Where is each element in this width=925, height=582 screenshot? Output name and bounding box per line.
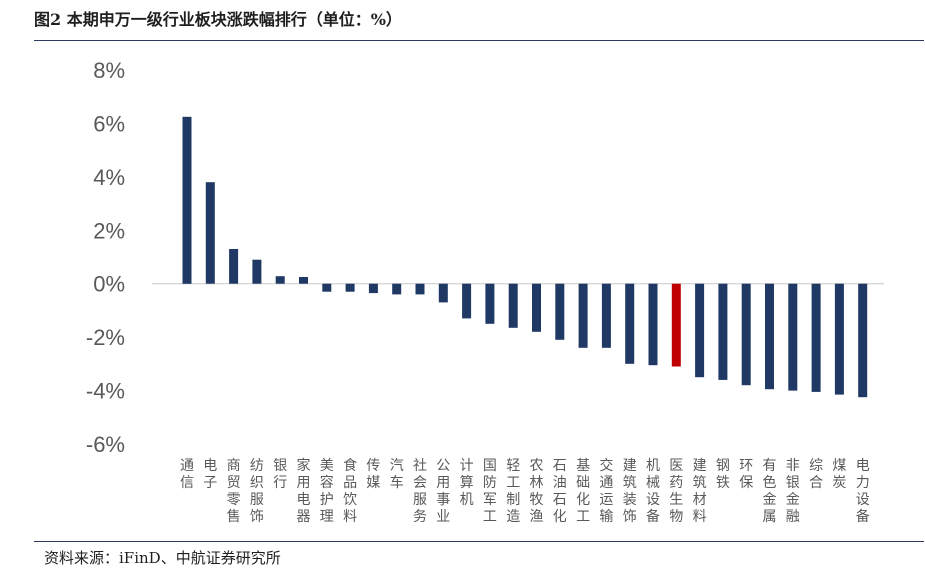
- x-category-label: 银行: [273, 458, 287, 491]
- x-category-label: 电力设备: [856, 458, 870, 525]
- x-category-label: 家用电器: [297, 457, 311, 525]
- bar-石油石化: [555, 283, 565, 340]
- bar-美容护理: [322, 283, 332, 292]
- x-category-label: 食品饮料: [343, 457, 357, 525]
- x-category-label: 非银金融: [786, 458, 800, 525]
- x-category-label: 社会服务: [413, 458, 427, 525]
- bar-农林牧渔: [532, 283, 541, 332]
- source-rule: [34, 541, 924, 542]
- bar-煤炭: [834, 283, 844, 395]
- bar-综合: [811, 283, 821, 392]
- bar-钢铁: [718, 283, 728, 380]
- bar-家用电器: [299, 277, 308, 284]
- bar-建筑装饰: [625, 283, 635, 364]
- x-category-label: 交通运输: [599, 457, 613, 525]
- bar-商贸零售: [229, 249, 239, 284]
- bars: [182, 116, 868, 398]
- y-axis-ticks: 8% 6% 4% 2% 0% -2% -4% -6%: [86, 58, 125, 457]
- x-category-label: 国防军工: [483, 458, 497, 525]
- x-category-label: 通信: [180, 458, 194, 491]
- bar-传媒: [368, 283, 378, 294]
- title-rule: [34, 40, 924, 41]
- x-category-label: 商贸零售: [227, 458, 241, 525]
- bar-chart: 8% 6% 4% 2% 0% -2% -4% -6% 通信电子商贸零售纺织服饰银行家用电器美容…: [86, 58, 884, 525]
- x-category-label: 计算机: [460, 458, 474, 508]
- bar-基础化工: [578, 283, 588, 348]
- source-note: 资料来源：iFinD、中航证券研究所: [44, 549, 281, 567]
- bar-公用事业: [438, 283, 448, 303]
- x-category-label: 煤炭: [832, 458, 846, 491]
- bar-有色金属: [765, 283, 774, 390]
- x-category-label: 农林牧渔: [530, 458, 544, 525]
- x-category-label: 基础化工: [576, 457, 590, 525]
- x-category-label: 医药生物: [669, 458, 683, 525]
- y-tick-label: 6%: [93, 111, 125, 136]
- bar-纺织服饰: [252, 259, 262, 284]
- bar-环保: [741, 283, 751, 386]
- x-category-label: 美容护理: [320, 458, 334, 525]
- x-category-label: 综合: [809, 458, 823, 491]
- x-category-label: 建筑材料: [693, 458, 707, 525]
- bar-医药生物: [671, 283, 681, 367]
- y-tick-label: 4%: [93, 165, 125, 190]
- bar-机械设备: [648, 283, 658, 366]
- x-category-label: 纺织服饰: [250, 458, 264, 525]
- x-category-label: 公用事业: [436, 458, 450, 525]
- y-tick-label: -4%: [86, 379, 125, 404]
- x-category-label: 机械设备: [646, 458, 660, 525]
- y-tick-label: -2%: [86, 325, 125, 350]
- figure-title: 图2 本期申万一级行业板块涨跌幅排行（单位：%）: [34, 10, 402, 29]
- x-category-label: 传媒: [366, 458, 380, 491]
- bar-交通运输: [601, 283, 611, 348]
- bar-计算机: [462, 283, 472, 319]
- x-category-label: 电子: [203, 458, 217, 491]
- y-tick-label: -6%: [86, 432, 125, 457]
- bar-电子: [205, 182, 215, 284]
- bar-轻工制造: [508, 283, 518, 328]
- bar-汽车: [392, 283, 402, 295]
- x-category-label: 环保: [739, 458, 753, 491]
- bar-食品饮料: [345, 283, 355, 292]
- bar-银行: [275, 276, 285, 284]
- bar-电力设备: [858, 283, 868, 398]
- bar-非银金融: [788, 283, 798, 391]
- x-category-label: 轻工制造: [506, 458, 520, 525]
- bar-社会服务: [415, 283, 425, 295]
- bar-通信: [182, 116, 192, 284]
- x-category-label: 汽车: [390, 458, 404, 491]
- x-category-label: 有色金属: [763, 458, 777, 525]
- bar-国防军工: [485, 283, 495, 324]
- y-tick-label: 8%: [93, 58, 125, 83]
- y-tick-label: 0%: [93, 272, 125, 297]
- x-category-label: 建筑装饰: [623, 458, 637, 525]
- x-category-label: 石油石化: [553, 458, 567, 525]
- x-axis-labels: 通信电子商贸零售纺织服饰银行家用电器美容护理食品饮料传媒汽车社会服务公用事业计算…: [180, 457, 870, 525]
- x-category-label: 钢铁: [716, 458, 730, 491]
- bar-建筑材料: [695, 283, 705, 378]
- y-tick-label: 2%: [93, 218, 125, 243]
